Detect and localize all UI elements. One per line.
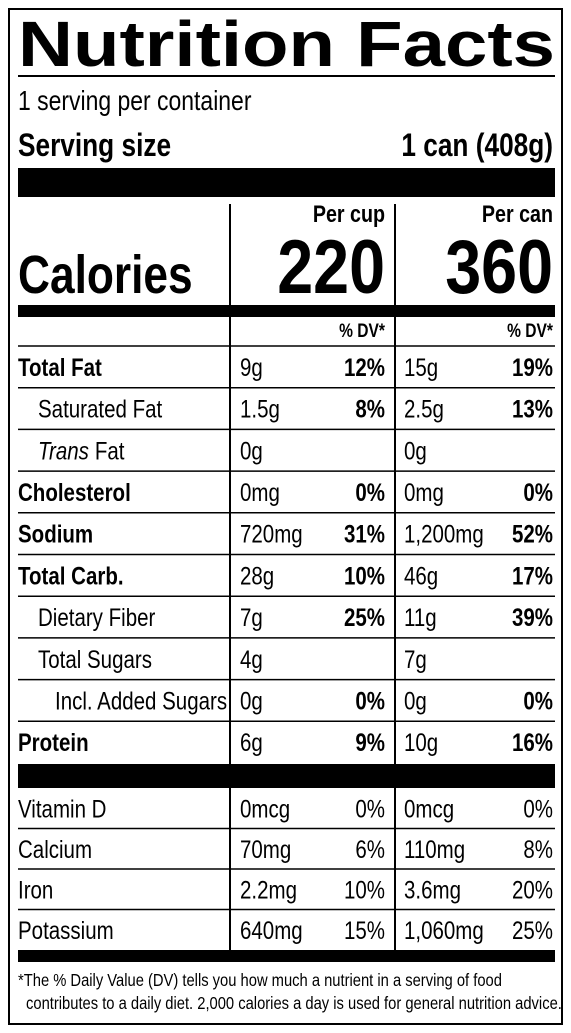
- nutrient-name: Sodium: [18, 520, 93, 548]
- daily-value: 6%: [355, 835, 385, 863]
- calories-label: Calories: [18, 245, 193, 305]
- amount: 28g: [240, 561, 274, 589]
- amount: 2.2mg: [240, 875, 297, 903]
- amount: 720mg: [240, 520, 303, 548]
- amount: 0g: [404, 436, 427, 464]
- footnote: *The % Daily Value (DV) tells you how mu…: [18, 971, 502, 991]
- amount: 2.5g: [404, 395, 444, 423]
- daily-value: 39%: [512, 603, 553, 631]
- medium-bar: [18, 305, 555, 317]
- nutrient-name: Fat: [95, 436, 125, 464]
- amount: 6g: [240, 728, 263, 756]
- amount: 7g: [404, 645, 427, 673]
- daily-value: 15%: [344, 916, 385, 944]
- daily-value: 0%: [523, 686, 553, 714]
- nutrient-name: Total Fat: [18, 353, 102, 381]
- daily-value: 12%: [344, 353, 385, 381]
- column-header: Per cup: [313, 200, 385, 227]
- label-border: [8, 8, 563, 1025]
- dv-header: % DV*: [507, 320, 553, 342]
- nutrient-name: Vitamin D: [18, 794, 106, 822]
- nutrient-name: Total Sugars: [38, 645, 152, 673]
- daily-value: 19%: [512, 353, 553, 381]
- calories-value: 360: [445, 224, 553, 309]
- amount: 3.6mg: [404, 875, 461, 903]
- daily-value: 0%: [523, 478, 553, 506]
- nutrient-name: Incl. Added Sugars: [55, 686, 227, 714]
- amount: 1.5g: [240, 395, 280, 423]
- medium-bar: [18, 950, 555, 962]
- amount: 46g: [404, 561, 438, 589]
- amount: 11g: [404, 603, 437, 631]
- amount: 0g: [240, 686, 263, 714]
- nutrient-name: Calcium: [18, 835, 92, 863]
- daily-value: 0%: [355, 794, 385, 822]
- daily-value: 0%: [523, 794, 553, 822]
- nutrient-name: Potassium: [18, 916, 114, 944]
- amount: 0mg: [240, 478, 280, 506]
- nutrient-name: Cholesterol: [18, 478, 131, 506]
- nutrient-name-italic: Trans: [38, 436, 89, 464]
- amount: 7g: [240, 603, 263, 631]
- amount: 1,200mg: [404, 520, 484, 548]
- footnote: contributes to a daily diet. 2,000 calor…: [26, 994, 562, 1014]
- thick-bar: [18, 168, 555, 197]
- nutrient-name: Protein: [18, 728, 89, 756]
- serving-size-value: 1 can (408g): [401, 129, 553, 164]
- nutrient-name: Total Carb.: [18, 561, 124, 589]
- amount: 0mg: [404, 478, 444, 506]
- amount: 10g: [404, 728, 438, 756]
- daily-value: 25%: [512, 916, 553, 944]
- thick-bar: [18, 764, 555, 788]
- column-header: Per can: [482, 200, 553, 227]
- daily-value: 31%: [344, 520, 385, 548]
- nutrient-name: Iron: [18, 875, 53, 903]
- amount: 1,060mg: [404, 916, 484, 944]
- amount: 0g: [404, 686, 427, 714]
- daily-value: 8%: [355, 395, 385, 423]
- amount: 4g: [240, 645, 263, 673]
- daily-value: 8%: [523, 835, 553, 863]
- daily-value: 10%: [344, 875, 385, 903]
- daily-value: 0%: [355, 478, 385, 506]
- amount: 15g: [404, 353, 438, 381]
- amount: 0g: [240, 436, 263, 464]
- daily-value: 17%: [512, 561, 553, 589]
- servings: 1 serving per container: [18, 86, 252, 117]
- nutrient-name: Saturated Fat: [38, 395, 163, 423]
- daily-value: 0%: [355, 686, 385, 714]
- amount: 110mg: [404, 835, 465, 863]
- daily-value: 13%: [512, 395, 553, 423]
- calories-value: 220: [277, 224, 385, 309]
- daily-value: 16%: [512, 728, 553, 756]
- daily-value: 20%: [512, 875, 553, 903]
- dv-header: % DV*: [339, 320, 385, 342]
- daily-value: 9%: [355, 728, 385, 756]
- amount: 0mcg: [404, 794, 454, 822]
- amount: 0mcg: [240, 794, 290, 822]
- title: Nutrition Facts: [18, 8, 555, 80]
- amount: 640mg: [240, 916, 303, 944]
- daily-value: 52%: [512, 520, 553, 548]
- amount: 70mg: [240, 835, 291, 863]
- daily-value: 25%: [344, 603, 385, 631]
- nutrient-name: Dietary Fiber: [38, 603, 156, 631]
- amount: 9g: [240, 353, 263, 381]
- daily-value: 10%: [344, 561, 385, 589]
- serving-size-label: Serving size: [18, 129, 171, 164]
